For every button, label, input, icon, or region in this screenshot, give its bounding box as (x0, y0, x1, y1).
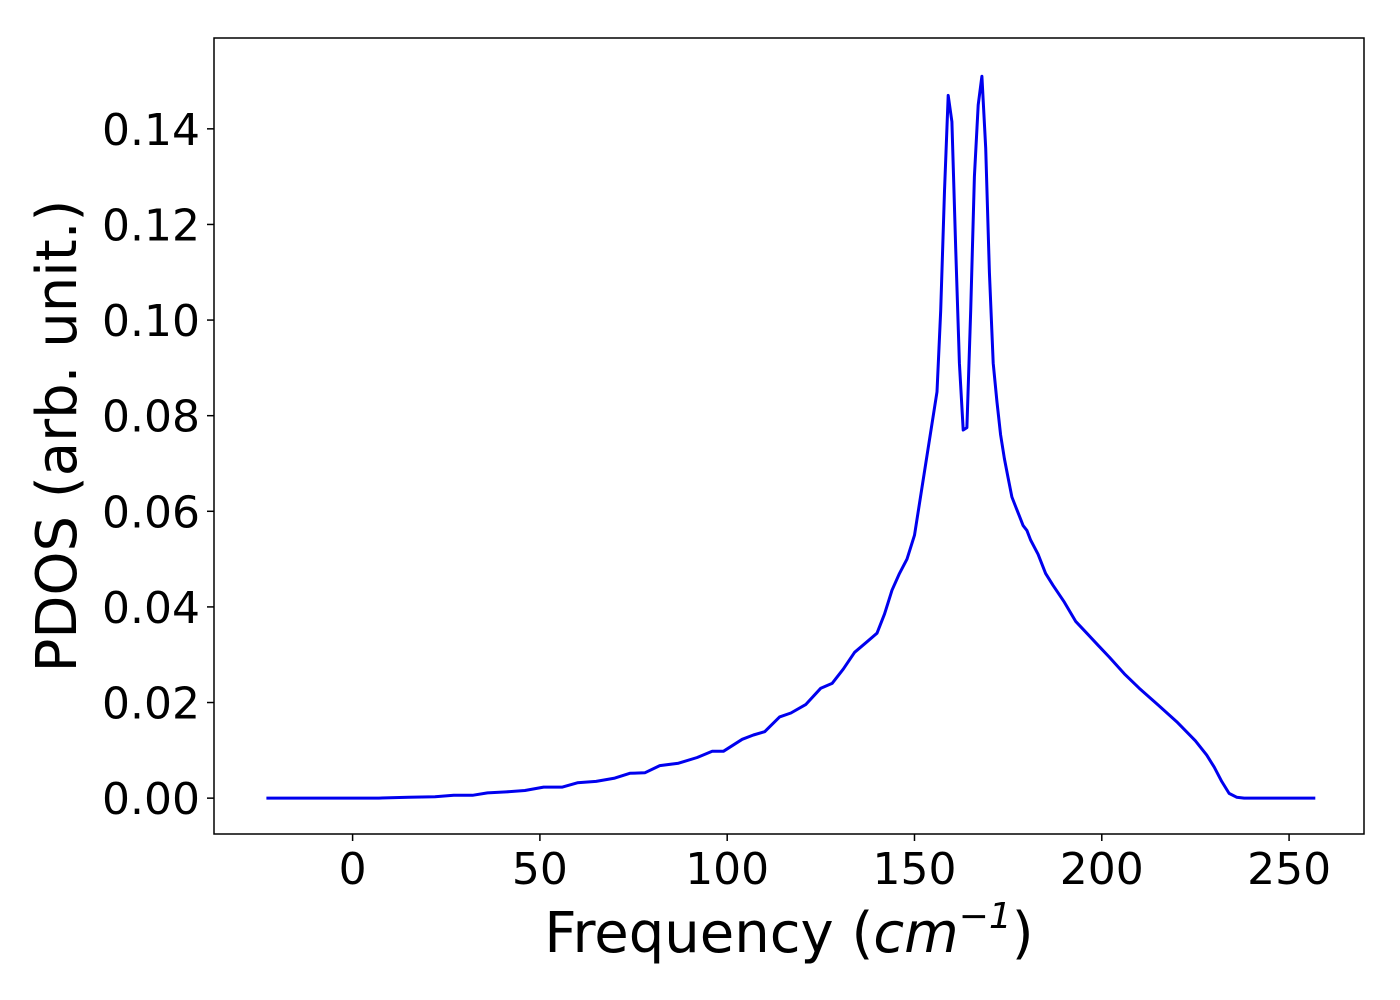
y-tick-label: 0.04 (102, 583, 200, 634)
x-tick-label: 250 (1247, 844, 1331, 895)
y-tick-label: 0.06 (102, 487, 200, 538)
y-tick-label: 0.14 (102, 105, 200, 156)
x-tick-label: 150 (872, 844, 956, 895)
y-tick-label: 0.02 (102, 679, 200, 730)
pdos-series-line (266, 74, 1316, 800)
x-axis-ticks: 0 50 100 150 200 250 (339, 834, 1331, 895)
y-axis-ticks: 0.00 0.02 0.04 0.06 0.08 0.10 0.12 0.14 (102, 105, 214, 825)
plot-area (213, 37, 1365, 835)
x-axis-label: Frequency (cm−1) (544, 896, 1033, 966)
x-tick-label: 0 (339, 844, 367, 895)
y-axis-label: PDOS (arb. unit.) (25, 200, 90, 673)
x-tick-label: 200 (1060, 844, 1144, 895)
x-tick-label: 50 (512, 844, 568, 895)
y-tick-label: 0.00 (102, 774, 200, 825)
y-tick-label: 0.12 (102, 200, 200, 251)
y-tick-label: 0.08 (102, 392, 200, 443)
y-tick-label: 0.10 (102, 296, 200, 347)
x-tick-label: 100 (685, 844, 769, 895)
